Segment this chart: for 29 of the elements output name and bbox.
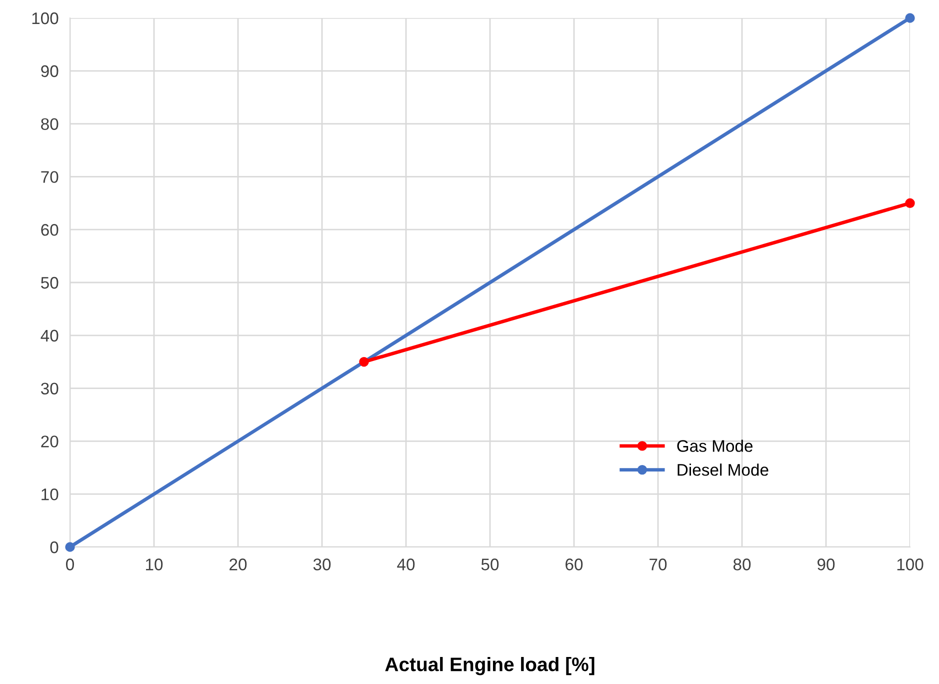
- x-tick-label: 10: [146, 558, 163, 570]
- point: [905, 198, 915, 208]
- y-tick-label: 100: [32, 12, 58, 24]
- x-tick-label: 20: [230, 558, 247, 570]
- legend-label: Diesel Mode: [678, 464, 768, 476]
- x-tick-label: 0: [66, 558, 74, 570]
- y-tick-label: 0: [50, 541, 58, 554]
- y-tick-label: 40: [40, 330, 58, 342]
- x-axis-title: Actual Engine load [%]: [385, 656, 594, 676]
- x-tick-label: 60: [566, 558, 583, 570]
- y-tick-label: 10: [42, 488, 58, 500]
- y-tick-label: 60: [41, 224, 58, 236]
- x-tick-label: 100: [897, 558, 924, 570]
- x-tick-label: 80: [733, 558, 751, 570]
- x-tick-label: 70: [650, 558, 667, 570]
- x-tick-label: 50: [481, 558, 499, 570]
- point: [65, 542, 75, 552]
- x-tick-label: 40: [397, 558, 415, 570]
- point: [905, 13, 915, 23]
- y-tick-label: 30: [40, 382, 58, 395]
- point: [359, 356, 369, 367]
- y-tick-label: 90: [41, 65, 58, 78]
- y-tick-label: 80: [41, 118, 58, 130]
- x-tick-label: 90: [818, 558, 835, 570]
- x-tick-label: 30: [313, 558, 331, 570]
- y-tick-label: 70: [41, 171, 58, 183]
- y-tick-label: 50: [41, 276, 58, 289]
- legend-label: Gas Mode: [677, 440, 753, 452]
- y-tick-label: 20: [41, 436, 58, 448]
